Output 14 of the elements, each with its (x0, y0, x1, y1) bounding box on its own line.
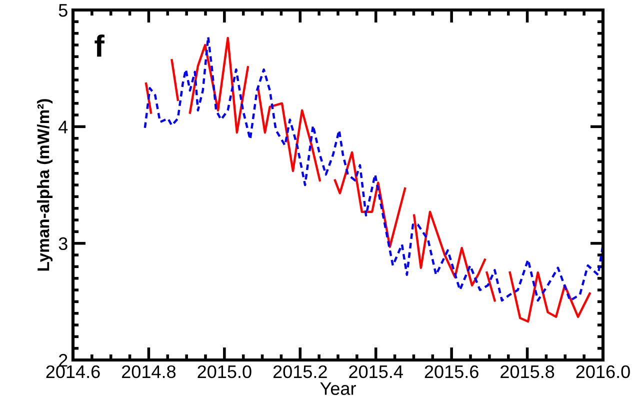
y-axis-title: Lyman-alpha (mW/m²) (37, 99, 53, 271)
x-tick-label: 2014.8 (122, 365, 176, 378)
annotation: f (94, 34, 104, 57)
y-tick-label: 3 (58, 237, 68, 250)
y-tick-label: 4 (58, 120, 68, 134)
x-tick-label: 2015.4 (349, 365, 403, 378)
x-tick-label: 2014.6 (46, 365, 100, 378)
x-axis-title: Year (320, 382, 356, 395)
x-tick-label: 2015.8 (500, 365, 554, 378)
x-tick-label: 2015.2 (273, 365, 327, 378)
x-tick-label: 2015.0 (198, 365, 252, 378)
x-tick-label: 2015.6 (424, 365, 478, 378)
y-tick-label: 5 (58, 4, 68, 17)
x-tick-label: 2016.0 (576, 365, 630, 378)
